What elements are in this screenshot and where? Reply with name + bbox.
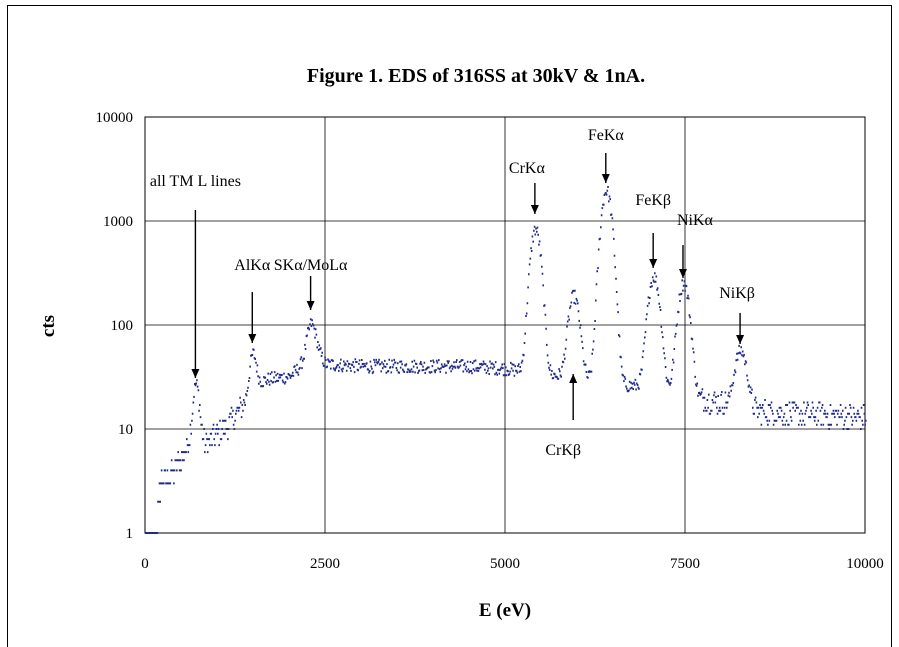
peak-label: NiKα — [677, 212, 714, 229]
peak-arrow-head — [649, 259, 658, 268]
peak-arrow-head — [569, 374, 578, 383]
plot-area-border — [144, 116, 866, 534]
spectrum-series — [145, 186, 867, 534]
peak-label: NiKβ — [719, 285, 755, 302]
peak-arrows — [191, 153, 745, 420]
peak-arrow-head — [248, 334, 257, 343]
peak-arrow-head — [678, 269, 687, 278]
x-tick-label: 5000 — [490, 556, 520, 572]
peak-label: CrKβ — [545, 442, 581, 459]
peak-label: SKα/MoLα — [274, 257, 348, 274]
grid-lines — [145, 117, 865, 533]
peak-arrow-head — [601, 174, 610, 183]
data-points — [145, 186, 867, 534]
peak-arrow-head — [191, 369, 200, 378]
x-tick-label: 2500 — [310, 556, 340, 572]
y-tick-label: 1000 — [103, 214, 133, 230]
peak-label: CrKα — [509, 160, 546, 177]
peak-arrow-head — [530, 205, 539, 214]
peak-label: AlKα — [234, 257, 271, 274]
y-tick-label: 100 — [111, 318, 134, 334]
y-tick-label: 1 — [126, 526, 134, 542]
x-axis-label: E (eV) — [479, 600, 531, 621]
x-tick-label: 0 — [141, 556, 149, 572]
y-tick-label: 10 — [118, 422, 133, 438]
y-axis-label: cts — [38, 315, 59, 337]
x-tick-label: 10000 — [846, 556, 884, 572]
peak-label: FeKα — [588, 127, 625, 144]
chart-frame — [7, 5, 892, 647]
peak-annotations: all TM L lines AlKα SKα/MoLα CrKα CrKβ FeKα Fe… — [150, 127, 755, 459]
chart-title: Figure 1. EDS of 316SS at 30kV & 1nA. — [307, 65, 645, 87]
x-tick-label: 7500 — [670, 556, 700, 572]
y-tick-labels: 1 10 100 1000 10000 — [96, 110, 134, 542]
x-tick-labels: 0 2500 5000 7500 10000 — [141, 556, 884, 572]
y-tick-label: 10000 — [96, 110, 134, 126]
peak-arrow-head — [306, 301, 315, 310]
peak-label: all TM L lines — [150, 173, 241, 190]
peak-label: FeKβ — [635, 192, 671, 209]
peak-arrow-head — [736, 335, 745, 344]
